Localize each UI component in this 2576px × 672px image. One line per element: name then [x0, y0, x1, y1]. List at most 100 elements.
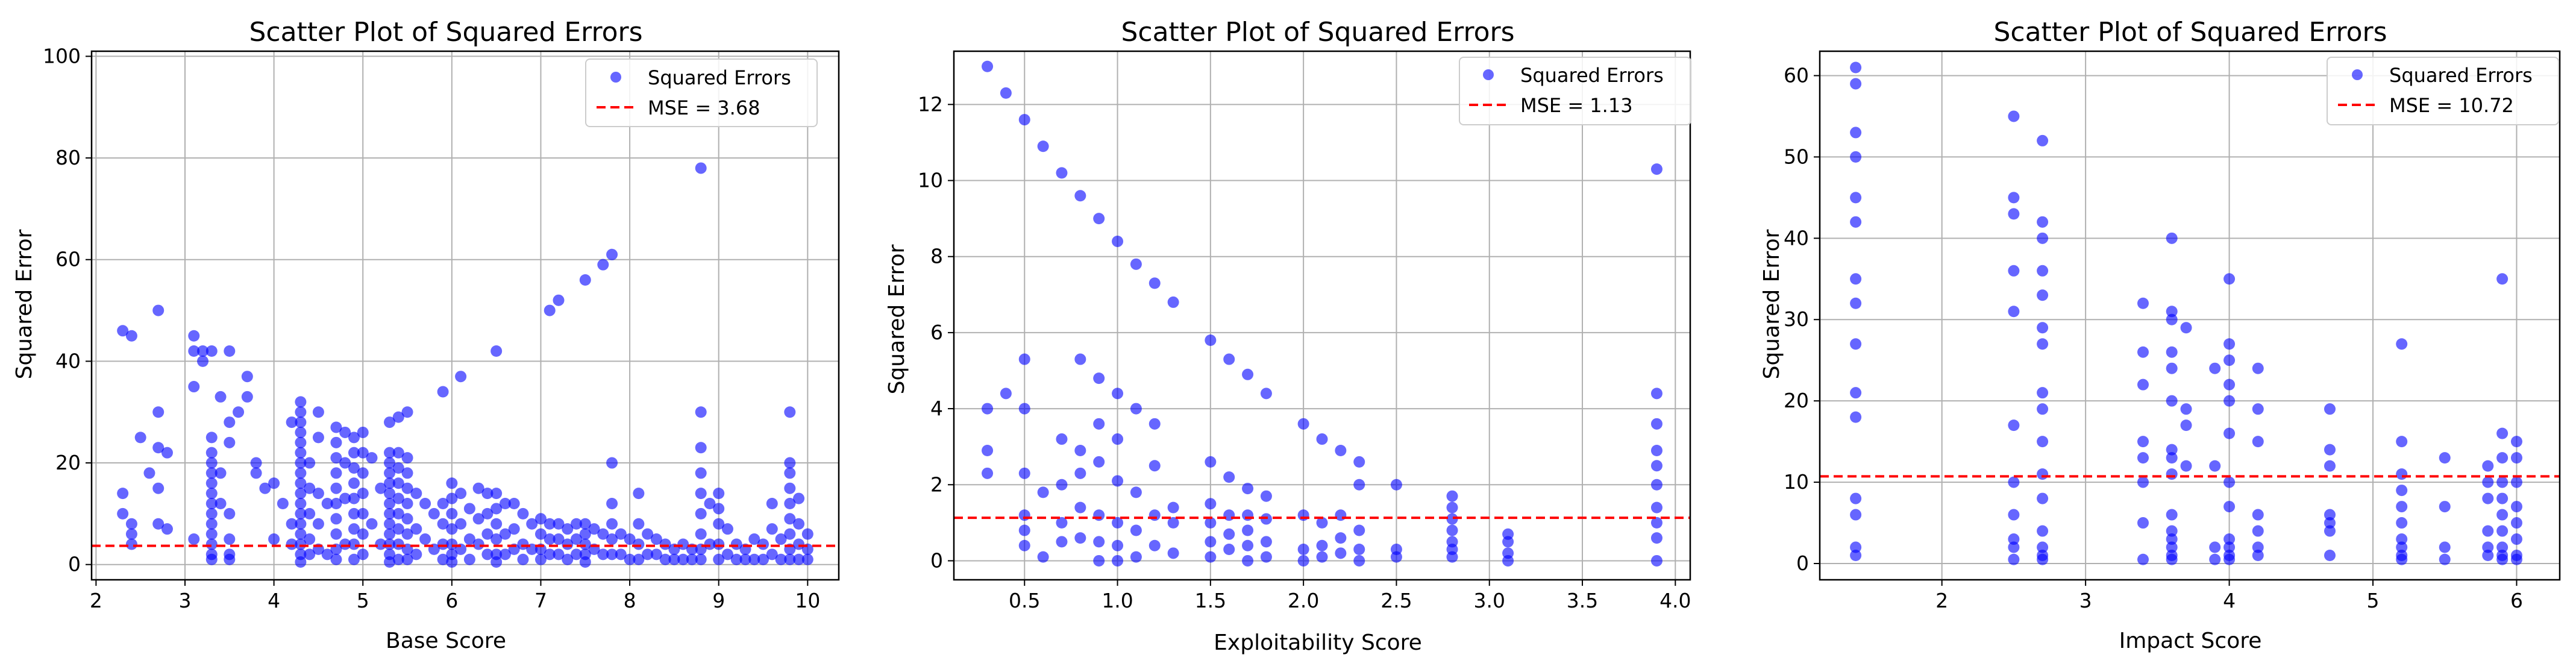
data-point	[793, 553, 805, 565]
data-point	[295, 436, 307, 448]
data-point	[330, 452, 342, 464]
data-point	[544, 548, 556, 561]
data-point	[1650, 479, 1662, 491]
data-point	[446, 538, 458, 550]
data-point	[1223, 544, 1235, 556]
data-point	[1130, 524, 1142, 536]
data-point	[1335, 444, 1347, 456]
data-point	[437, 386, 449, 398]
data-point	[2166, 362, 2178, 374]
data-point	[152, 442, 165, 454]
data-point	[295, 556, 307, 568]
x-tick-label: 2.0	[1288, 589, 1319, 612]
y-tick-label: 60	[1784, 63, 1809, 87]
data-point	[2037, 541, 2049, 553]
x-tick-label: 6	[2510, 589, 2523, 612]
data-point	[1112, 539, 1124, 551]
data-point	[2496, 427, 2509, 439]
y-tick-label: 100	[43, 44, 81, 68]
data-point	[375, 482, 387, 494]
data-point	[982, 60, 994, 72]
data-point	[1056, 479, 1068, 491]
data-point	[2166, 313, 2178, 325]
data-point	[2008, 110, 2020, 122]
data-point	[571, 518, 583, 530]
data-point	[633, 488, 645, 500]
data-point	[1093, 554, 1105, 567]
data-point	[1018, 403, 1030, 415]
y-tick-label: 30	[1784, 307, 1809, 331]
data-point	[2166, 444, 2178, 456]
data-point	[1167, 547, 1179, 559]
data-point	[1297, 544, 1309, 556]
data-point	[304, 482, 316, 494]
data-point	[1242, 539, 1254, 551]
data-point	[481, 488, 494, 500]
data-point	[1074, 467, 1086, 479]
data-point	[713, 538, 725, 550]
legend-box	[585, 58, 818, 127]
data-point	[1018, 114, 1030, 126]
data-point	[1149, 418, 1161, 430]
data-point	[2252, 436, 2264, 448]
data-point	[2439, 452, 2451, 464]
data-point	[392, 462, 404, 474]
data-point	[2223, 273, 2236, 285]
data-point	[2166, 468, 2178, 480]
data-point	[312, 518, 324, 530]
data-point	[1650, 532, 1662, 544]
data-point	[713, 553, 725, 565]
data-point	[392, 492, 404, 504]
data-point	[205, 345, 218, 357]
data-point	[695, 488, 707, 500]
data-point	[2037, 525, 2049, 537]
data-point	[392, 553, 404, 565]
data-point	[392, 507, 404, 520]
data-point	[1223, 353, 1235, 365]
data-point	[695, 507, 707, 520]
data-point	[2209, 362, 2221, 374]
data-point	[1167, 517, 1179, 529]
data-point	[295, 518, 307, 530]
data-point	[2037, 265, 2049, 277]
data-point	[1112, 388, 1124, 400]
data-point	[2037, 134, 2049, 146]
data-point	[2482, 460, 2494, 472]
data-point	[508, 523, 520, 535]
data-point	[2439, 553, 2451, 565]
data-point	[410, 548, 422, 561]
data-point	[1353, 456, 1365, 468]
data-point	[375, 538, 387, 550]
data-point	[490, 345, 503, 357]
y-tick-label: 0	[68, 553, 81, 576]
data-point	[686, 553, 698, 565]
chart-panel-base-score: Scatter Plot of Squared Errors Base Scor…	[12, 17, 840, 653]
data-point	[1093, 418, 1105, 430]
data-point	[775, 533, 787, 545]
data-point	[321, 548, 333, 561]
data-point	[1074, 190, 1086, 202]
data-point	[695, 528, 707, 540]
data-point	[401, 528, 413, 540]
legend: Squared Errors MSE = 3.68	[585, 58, 818, 127]
data-point	[704, 538, 716, 550]
data-point	[401, 452, 413, 464]
data-point	[1074, 532, 1086, 544]
data-point	[739, 553, 751, 565]
data-point	[606, 548, 618, 561]
data-point	[2166, 452, 2178, 464]
data-point	[321, 498, 333, 510]
data-point	[2252, 509, 2264, 521]
data-point	[801, 528, 813, 540]
data-point	[1446, 513, 1458, 525]
data-point	[2223, 553, 2236, 565]
data-point	[650, 533, 662, 545]
data-point	[615, 528, 627, 540]
legend-marker-squared-errors	[2352, 69, 2363, 80]
data-point	[606, 533, 618, 545]
data-point	[215, 391, 227, 403]
data-point	[437, 498, 449, 510]
data-point	[117, 488, 129, 500]
data-point	[384, 488, 396, 500]
data-point	[339, 457, 351, 469]
